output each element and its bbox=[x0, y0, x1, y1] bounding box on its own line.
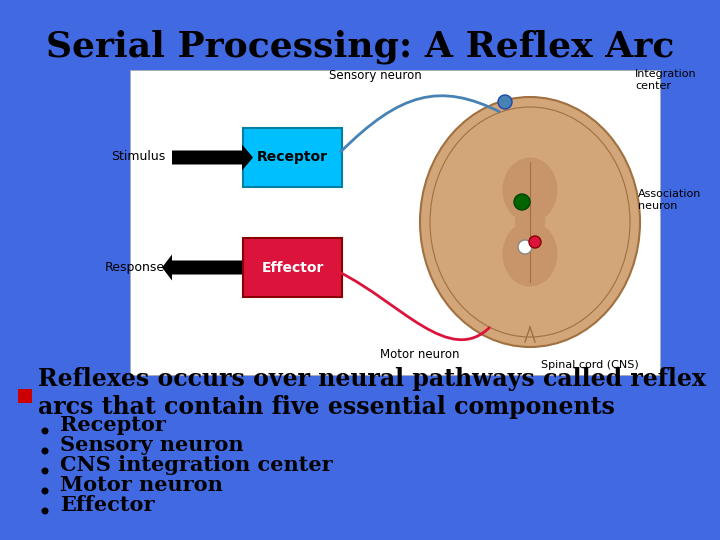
FancyBboxPatch shape bbox=[243, 128, 342, 187]
Text: Receptor: Receptor bbox=[257, 151, 328, 165]
FancyBboxPatch shape bbox=[18, 389, 32, 403]
Ellipse shape bbox=[503, 158, 557, 222]
Text: Motor neuron: Motor neuron bbox=[60, 475, 223, 495]
FancyBboxPatch shape bbox=[243, 238, 342, 297]
Ellipse shape bbox=[503, 221, 557, 287]
Circle shape bbox=[42, 448, 48, 455]
Ellipse shape bbox=[515, 202, 545, 242]
Text: Response: Response bbox=[105, 260, 165, 273]
Text: Stimulus: Stimulus bbox=[111, 151, 165, 164]
Text: Serial Processing: A Reflex Arc: Serial Processing: A Reflex Arc bbox=[46, 30, 674, 64]
Text: Association
neuron: Association neuron bbox=[638, 189, 701, 211]
Circle shape bbox=[42, 428, 48, 435]
Text: Effector: Effector bbox=[261, 260, 324, 274]
Text: arcs that contain five essential components: arcs that contain five essential compone… bbox=[38, 395, 615, 419]
Text: Spinal cord (CNS): Spinal cord (CNS) bbox=[541, 360, 639, 370]
Text: Reflexes occurs over neural pathways called reflex: Reflexes occurs over neural pathways cal… bbox=[38, 367, 706, 391]
Circle shape bbox=[42, 468, 48, 475]
Text: Sensory neuron: Sensory neuron bbox=[60, 435, 243, 455]
Text: Sensory neuron: Sensory neuron bbox=[328, 69, 421, 82]
Circle shape bbox=[518, 240, 532, 254]
Circle shape bbox=[529, 236, 541, 248]
FancyBboxPatch shape bbox=[130, 70, 660, 375]
Text: Motor neuron: Motor neuron bbox=[380, 348, 460, 361]
Polygon shape bbox=[172, 145, 253, 171]
Text: Integration
center: Integration center bbox=[635, 69, 697, 91]
Ellipse shape bbox=[420, 97, 640, 347]
Circle shape bbox=[498, 95, 512, 109]
Circle shape bbox=[42, 488, 48, 495]
Text: CNS integration center: CNS integration center bbox=[60, 455, 333, 475]
Text: Effector: Effector bbox=[60, 495, 155, 515]
Circle shape bbox=[514, 194, 530, 210]
Text: Receptor: Receptor bbox=[60, 415, 166, 435]
Polygon shape bbox=[162, 254, 242, 280]
Circle shape bbox=[42, 508, 48, 515]
